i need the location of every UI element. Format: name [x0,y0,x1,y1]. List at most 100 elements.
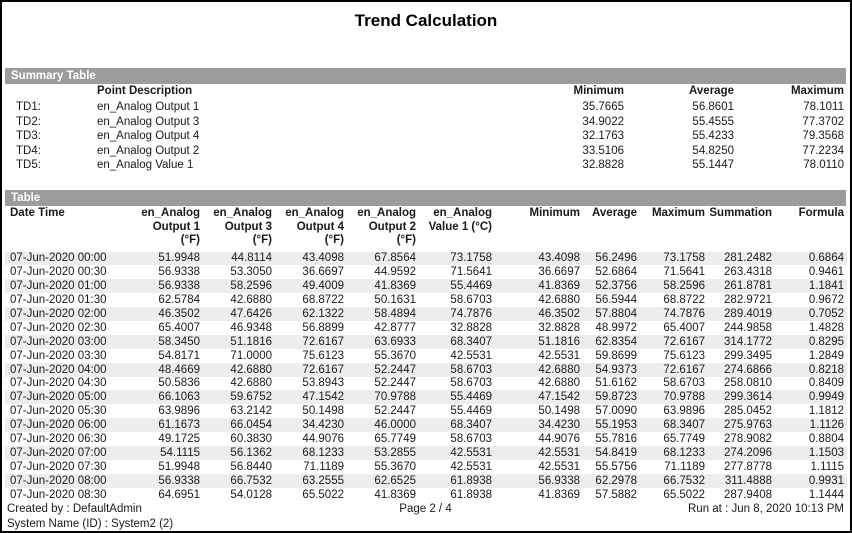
analog-value-1-cell: 73.1758 [450,252,492,265]
minimum-cell: 32.8828 [582,159,624,172]
minimum-cell: 42.5531 [538,446,580,459]
analog-output-4-cell: 44.9076 [302,433,344,446]
data-table-body: 07-Jun-2020 00:00 51.9948 44.8114 43.409… [5,251,847,502]
minimum-header: Minimum [529,207,580,219]
analog-output-2-cell: 46.0000 [374,419,416,432]
average-cell: 54.8250 [692,144,734,157]
average-cell: 55.5756 [595,460,637,473]
formula-cell: 0.9931 [808,474,844,487]
average-cell: 51.6162 [595,377,637,390]
analog-output-2-cell: 70.9788 [374,391,416,404]
analog-value-1-cell: 74.7876 [450,308,492,320]
average-cell: 52.3756 [595,280,637,293]
minimum-cell: 34.4230 [538,419,580,432]
analog-output-1-cell: 65.4007 [158,321,200,334]
analog-output-3-cell: 66.7532 [230,474,272,487]
summary-id-header [5,85,97,100]
date-time-cell: 07-Jun-2020 06:30 [10,433,107,446]
analog-output-4-header: en_Analog Output 4 (°F) [285,207,344,246]
date-time-cell: 07-Jun-2020 01:30 [10,294,107,307]
analog-output-2-header: en_Analog Output 2 (°F) [357,207,416,246]
average-cell: 62.8354 [595,335,637,348]
analog-output-3-cell: 66.0454 [230,419,272,432]
analog-output-1-cell: 49.1725 [158,433,200,446]
average-cell: 59.8699 [595,349,637,362]
analog-output-4-cell: 53.8943 [302,377,344,390]
summation-cell: 285.0452 [724,405,772,418]
data-table-row: 07-Jun-2020 03:00 58.3450 51.1816 72.616… [5,334,847,349]
minimum-cell: 44.9076 [538,433,580,446]
analog-output-3-cell: 59.6752 [230,391,272,404]
table-section-header: Table [5,190,846,206]
maximum-cell: 71.1189 [664,460,705,473]
formula-header: Formula [798,207,844,219]
minimum-cell: 42.6880 [538,294,580,307]
summation-cell: 289.4019 [724,308,772,320]
minimum-cell: 47.1542 [538,391,580,404]
minimum-cell: 32.8828 [538,321,580,334]
summation-header: Summation [709,207,772,219]
analog-output-2-cell: 55.3670 [374,460,416,473]
analog-output-1-cell: 54.8171 [158,349,200,362]
point-description-cell: en_Analog Value 1 [97,159,194,172]
point-description-cell: en_Analog Output 2 [97,144,200,157]
point-description-cell: en_Analog Output 4 [97,130,200,143]
report-footer: Created by : DefaultAdmin Page 2 / 4 Run… [5,502,846,531]
data-table-row: 07-Jun-2020 02:30 65.4007 46.9348 56.889… [5,321,847,335]
maximum-cell: 68.1233 [663,446,705,459]
maximum-cell: 68.8722 [663,294,705,307]
analog-output-2-cell: 50.1631 [374,294,416,307]
analog-output-4-cell: 72.6167 [302,335,344,348]
summary-maximum-header: Maximum [790,85,844,97]
maximum-cell: 58.2596 [663,280,705,293]
summary-table-row: TD5: en_Analog Value 1 32.8828 55.1447 7… [5,158,847,173]
analog-output-4-cell: 62.1322 [302,308,344,320]
average-cell: 57.0090 [595,405,637,418]
date-time-cell: 07-Jun-2020 03:30 [10,349,107,362]
summation-cell: 275.9763 [724,419,772,432]
analog-output-2-cell: 52.2447 [374,377,416,390]
analog-output-2-cell: 65.7749 [374,433,416,446]
maximum-cell: 65.5022 [663,488,705,501]
analog-value-1-cell: 58.6703 [450,377,492,390]
summary-minimum-header: Minimum [573,85,624,97]
data-table-row: 07-Jun-2020 00:30 56.9338 53.3050 36.669… [5,265,847,279]
summary-description-header: Point Description [97,85,193,97]
analog-value-1-header: en_Analog Value 1 (°C) [428,207,492,233]
date-time-cell: 07-Jun-2020 02:30 [10,321,107,334]
average-cell: 56.5944 [595,294,637,307]
formula-cell: 0.8295 [808,335,844,348]
minimum-cell: 46.3502 [538,308,580,320]
date-time-cell: 07-Jun-2020 03:00 [10,335,107,348]
page-number-label: Page 2 / 4 [399,503,452,515]
average-cell: 56.2496 [595,252,637,265]
analog-output-2-cell: 62.6525 [374,474,416,487]
average-cell: 57.8804 [595,308,637,320]
summary-table: Point Description Minimum Average Maximu… [5,85,847,173]
maximum-cell: 77.3702 [802,115,844,128]
summation-cell: 314.1772 [724,335,772,348]
analog-output-2-cell: 42.8777 [374,321,416,334]
data-table-row: 07-Jun-2020 01:30 62.5784 42.6880 68.872… [5,293,847,307]
maximum-header: Maximum [651,207,705,219]
summary-table-row: TD3: en_Analog Output 4 32.1763 55.4233 … [5,129,847,144]
maximum-cell: 70.9788 [663,391,705,404]
date-time-cell: 07-Jun-2020 05:30 [10,405,107,418]
analog-output-3-cell: 60.3830 [230,433,272,446]
summation-cell: 281.2482 [724,252,772,265]
page-title: Trend Calculation [354,11,498,30]
analog-value-1-cell: 32.8828 [450,321,492,334]
summation-cell: 274.2096 [724,446,772,459]
analog-value-1-cell: 68.3407 [450,335,492,348]
average-cell: 59.8723 [595,391,637,404]
maximum-cell: 73.1758 [663,252,705,265]
average-cell: 55.1447 [692,159,734,172]
minimum-cell: 41.8369 [538,488,580,501]
trend-id-cell: TD5: [16,159,41,172]
summation-cell: 274.6866 [724,363,772,376]
maximum-cell: 78.0110 [803,159,844,172]
analog-output-2-cell: 44.9592 [374,266,416,279]
analog-output-1-cell: 46.3502 [158,308,200,320]
analog-value-1-cell: 55.4469 [450,405,492,418]
